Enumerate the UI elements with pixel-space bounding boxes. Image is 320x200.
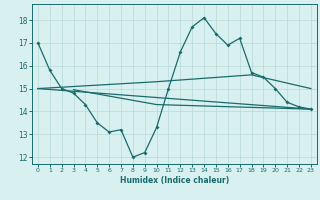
X-axis label: Humidex (Indice chaleur): Humidex (Indice chaleur)	[120, 176, 229, 185]
